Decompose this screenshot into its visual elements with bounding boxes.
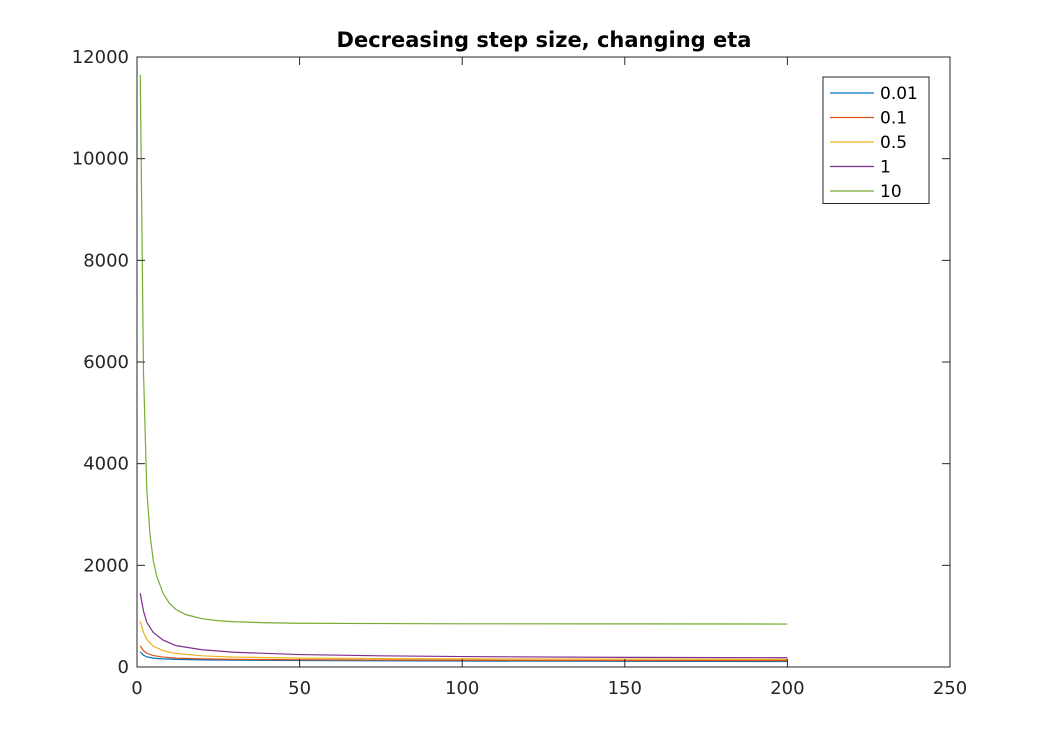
plot-area [137,57,950,667]
x-tick-label: 250 [933,678,967,699]
series-line-10 [139,74,788,625]
series-line-1 [139,593,788,659]
y-tick-label: 10000 [72,149,129,170]
y-tick-label: 8000 [83,250,129,271]
y-tick-label: 12000 [72,47,129,68]
legend-label-10: 10 [880,182,902,202]
legend: 0.01 0.1 0.5 1 10 [822,76,930,204]
chart-title: Decreasing step size, changing eta [337,28,752,52]
x-tick-label: 100 [445,678,479,699]
x-tick-label: 50 [288,678,311,699]
y-tick-label: 2000 [83,555,129,576]
legend-box [822,76,930,204]
y-tick-label: 4000 [83,454,129,475]
y-tick-label: 0 [118,657,129,678]
y-tick-label: 6000 [83,352,129,373]
legend-label-0.5: 0.5 [880,133,907,153]
x-tick-label: 200 [770,678,804,699]
series-line-0.5 [139,621,788,660]
legend-label-0.01: 0.01 [880,84,918,104]
x-tick-label: 150 [608,678,642,699]
legend-label-1: 1 [880,158,891,178]
legend-label-0.1: 0.1 [880,109,907,129]
x-tick-label: 0 [131,678,142,699]
axes-layer: 0 50 100 150 200 250 0 2000 4000 6000 8000 10000 120… [72,47,967,699]
